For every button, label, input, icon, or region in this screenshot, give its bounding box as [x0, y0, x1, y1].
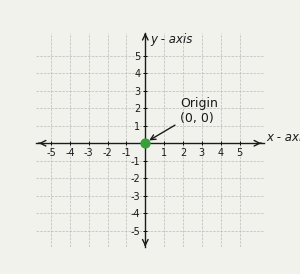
Point [143, 141, 148, 145]
Text: x - axis: x - axis [266, 131, 300, 144]
Text: Origin
(0, 0): Origin (0, 0) [151, 97, 218, 140]
Text: y - axis: y - axis [151, 33, 193, 46]
